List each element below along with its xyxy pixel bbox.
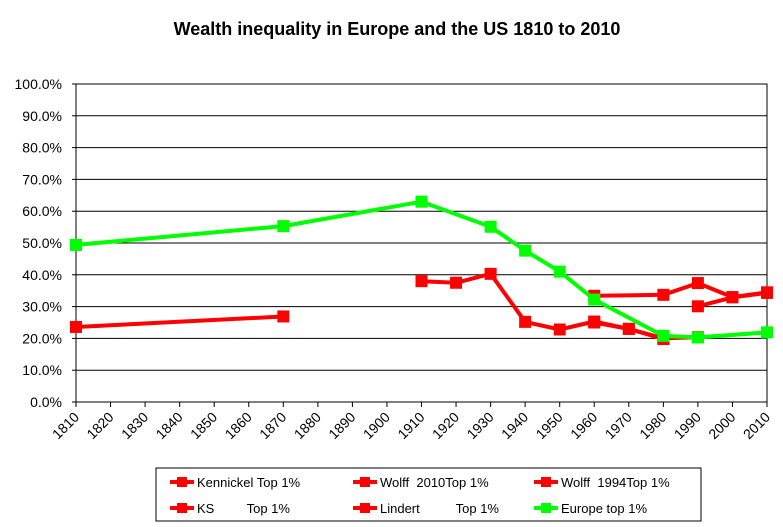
data-point-europe bbox=[588, 293, 601, 306]
y-tick-label: 50.0% bbox=[22, 235, 62, 251]
x-tick-label: 1910 bbox=[394, 409, 427, 442]
series-wolff2010 bbox=[588, 277, 773, 304]
data-point-europe bbox=[70, 238, 82, 251]
x-tick-label: 1820 bbox=[83, 409, 116, 442]
legend-marker-lindert bbox=[360, 503, 370, 513]
legend-marker-europe bbox=[541, 503, 551, 513]
data-point-europe bbox=[519, 244, 532, 257]
data-point-europe bbox=[484, 220, 497, 233]
x-tick-label: 1940 bbox=[498, 409, 531, 442]
data-point-wolff2010 bbox=[726, 291, 739, 304]
legend-label-wolff2010: Wolff 2010Top 1% bbox=[380, 475, 489, 490]
legend-label-wolff1994: Wolff 1994Top 1% bbox=[561, 475, 670, 490]
y-tick-label: 30.0% bbox=[22, 299, 62, 315]
legend-marker-kennickel bbox=[177, 477, 187, 487]
x-tick-label: 1860 bbox=[222, 409, 255, 442]
y-tick-label: 0.0% bbox=[30, 394, 62, 410]
x-tick-label: 2010 bbox=[740, 409, 773, 442]
series-group bbox=[70, 195, 773, 346]
x-tick-label: 1830 bbox=[118, 409, 151, 442]
x-tick-label: 1960 bbox=[567, 409, 600, 442]
data-point-europe bbox=[657, 329, 670, 342]
axes bbox=[72, 83, 768, 407]
data-point-europe bbox=[761, 326, 773, 339]
x-tick-labels: 1810 1820 1830 1840 1850 1860 1870 1880 1890 1900… bbox=[49, 409, 773, 442]
x-tick-label: 1980 bbox=[636, 409, 669, 442]
y-tick-label: 100.0% bbox=[15, 76, 62, 92]
data-point-lindert bbox=[277, 310, 290, 323]
series-line-europe bbox=[75, 199, 768, 340]
series-ks bbox=[415, 267, 670, 346]
data-point-ks bbox=[588, 315, 601, 328]
series-line-lindert bbox=[75, 314, 284, 329]
data-point-ks bbox=[450, 276, 463, 289]
x-tick-label: 1810 bbox=[49, 409, 82, 442]
data-point-europe bbox=[277, 220, 290, 233]
legend: Kennickel Top 1% Wolff 2010Top 1% Wolff 19… bbox=[155, 467, 702, 522]
y-tick-label: 20.0% bbox=[22, 330, 62, 346]
x-tick-label: 2000 bbox=[705, 409, 738, 442]
legend-label-lindert: Lindert Top 1% bbox=[380, 501, 499, 516]
y-tick-label: 90.0% bbox=[22, 108, 62, 124]
y-tick-label: 40.0% bbox=[22, 267, 62, 283]
y-tick-label: 80.0% bbox=[22, 140, 62, 156]
data-point-wolff2010 bbox=[761, 286, 773, 299]
x-tick-label: 1850 bbox=[187, 409, 220, 442]
series-lindert bbox=[70, 310, 290, 333]
data-point-kennickel bbox=[691, 300, 704, 313]
legend-item-lindert: Lindert Top 1% bbox=[353, 501, 499, 516]
x-tick-label: 1920 bbox=[429, 409, 462, 442]
x-tick-label: 1990 bbox=[671, 409, 704, 442]
x-tick-label: 1970 bbox=[602, 409, 635, 442]
x-tick-label: 1870 bbox=[256, 409, 289, 442]
x-tick-label: 1890 bbox=[325, 409, 358, 442]
data-point-ks bbox=[622, 322, 635, 335]
data-point-ks bbox=[553, 323, 566, 336]
x-tick-label: 1900 bbox=[360, 409, 393, 442]
legend-item-europe: Europe top 1% bbox=[534, 501, 647, 516]
legend-marker-ks bbox=[177, 503, 187, 513]
legend-label-ks: KS Top 1% bbox=[197, 501, 290, 516]
data-point-ks bbox=[484, 267, 497, 280]
legend-label-kennickel: Kennickel Top 1% bbox=[197, 475, 301, 490]
legend-marker-wolff1994 bbox=[541, 477, 551, 487]
y-gridlines bbox=[76, 83, 767, 371]
x-tick-label: 1930 bbox=[463, 409, 496, 442]
data-point-wolff2010 bbox=[657, 288, 670, 301]
legend-item-kennickel: Kennickel Top 1% bbox=[170, 475, 301, 490]
y-tick-label: 70.0% bbox=[22, 171, 62, 187]
legend-box bbox=[155, 467, 702, 522]
x-tick-label: 1950 bbox=[532, 409, 565, 442]
chart-title: Wealth inequality in Europe and the US 1… bbox=[174, 19, 621, 39]
series-wolff1994 bbox=[588, 316, 704, 345]
data-point-europe bbox=[553, 265, 566, 278]
legend-marker-wolff2010 bbox=[360, 477, 370, 487]
data-point-wolff2010 bbox=[691, 277, 704, 290]
legend-item-wolff1994: Wolff 1994Top 1% bbox=[534, 475, 670, 490]
legend-label-europe: Europe top 1% bbox=[561, 501, 647, 516]
y-tick-label: 10.0% bbox=[22, 362, 62, 378]
y-tick-labels: 0.0% 10.0% 20.0% 30.0% 40.0% 50.0% 60.0% 70.0% 8… bbox=[15, 76, 62, 410]
x-tick-label: 1840 bbox=[152, 409, 185, 442]
data-point-ks bbox=[415, 275, 428, 288]
x-tick-label: 1880 bbox=[291, 409, 324, 442]
legend-item-ks: KS Top 1% bbox=[170, 501, 290, 516]
legend-item-wolff2010: Wolff 2010Top 1% bbox=[353, 475, 489, 490]
data-point-europe bbox=[691, 331, 704, 344]
series-europe bbox=[70, 195, 773, 344]
series-line-wolff2010 bbox=[594, 281, 768, 300]
data-point-europe bbox=[415, 195, 428, 208]
y-tick-label: 60.0% bbox=[22, 203, 62, 219]
data-point-ks bbox=[519, 315, 532, 328]
data-point-lindert bbox=[70, 320, 82, 333]
